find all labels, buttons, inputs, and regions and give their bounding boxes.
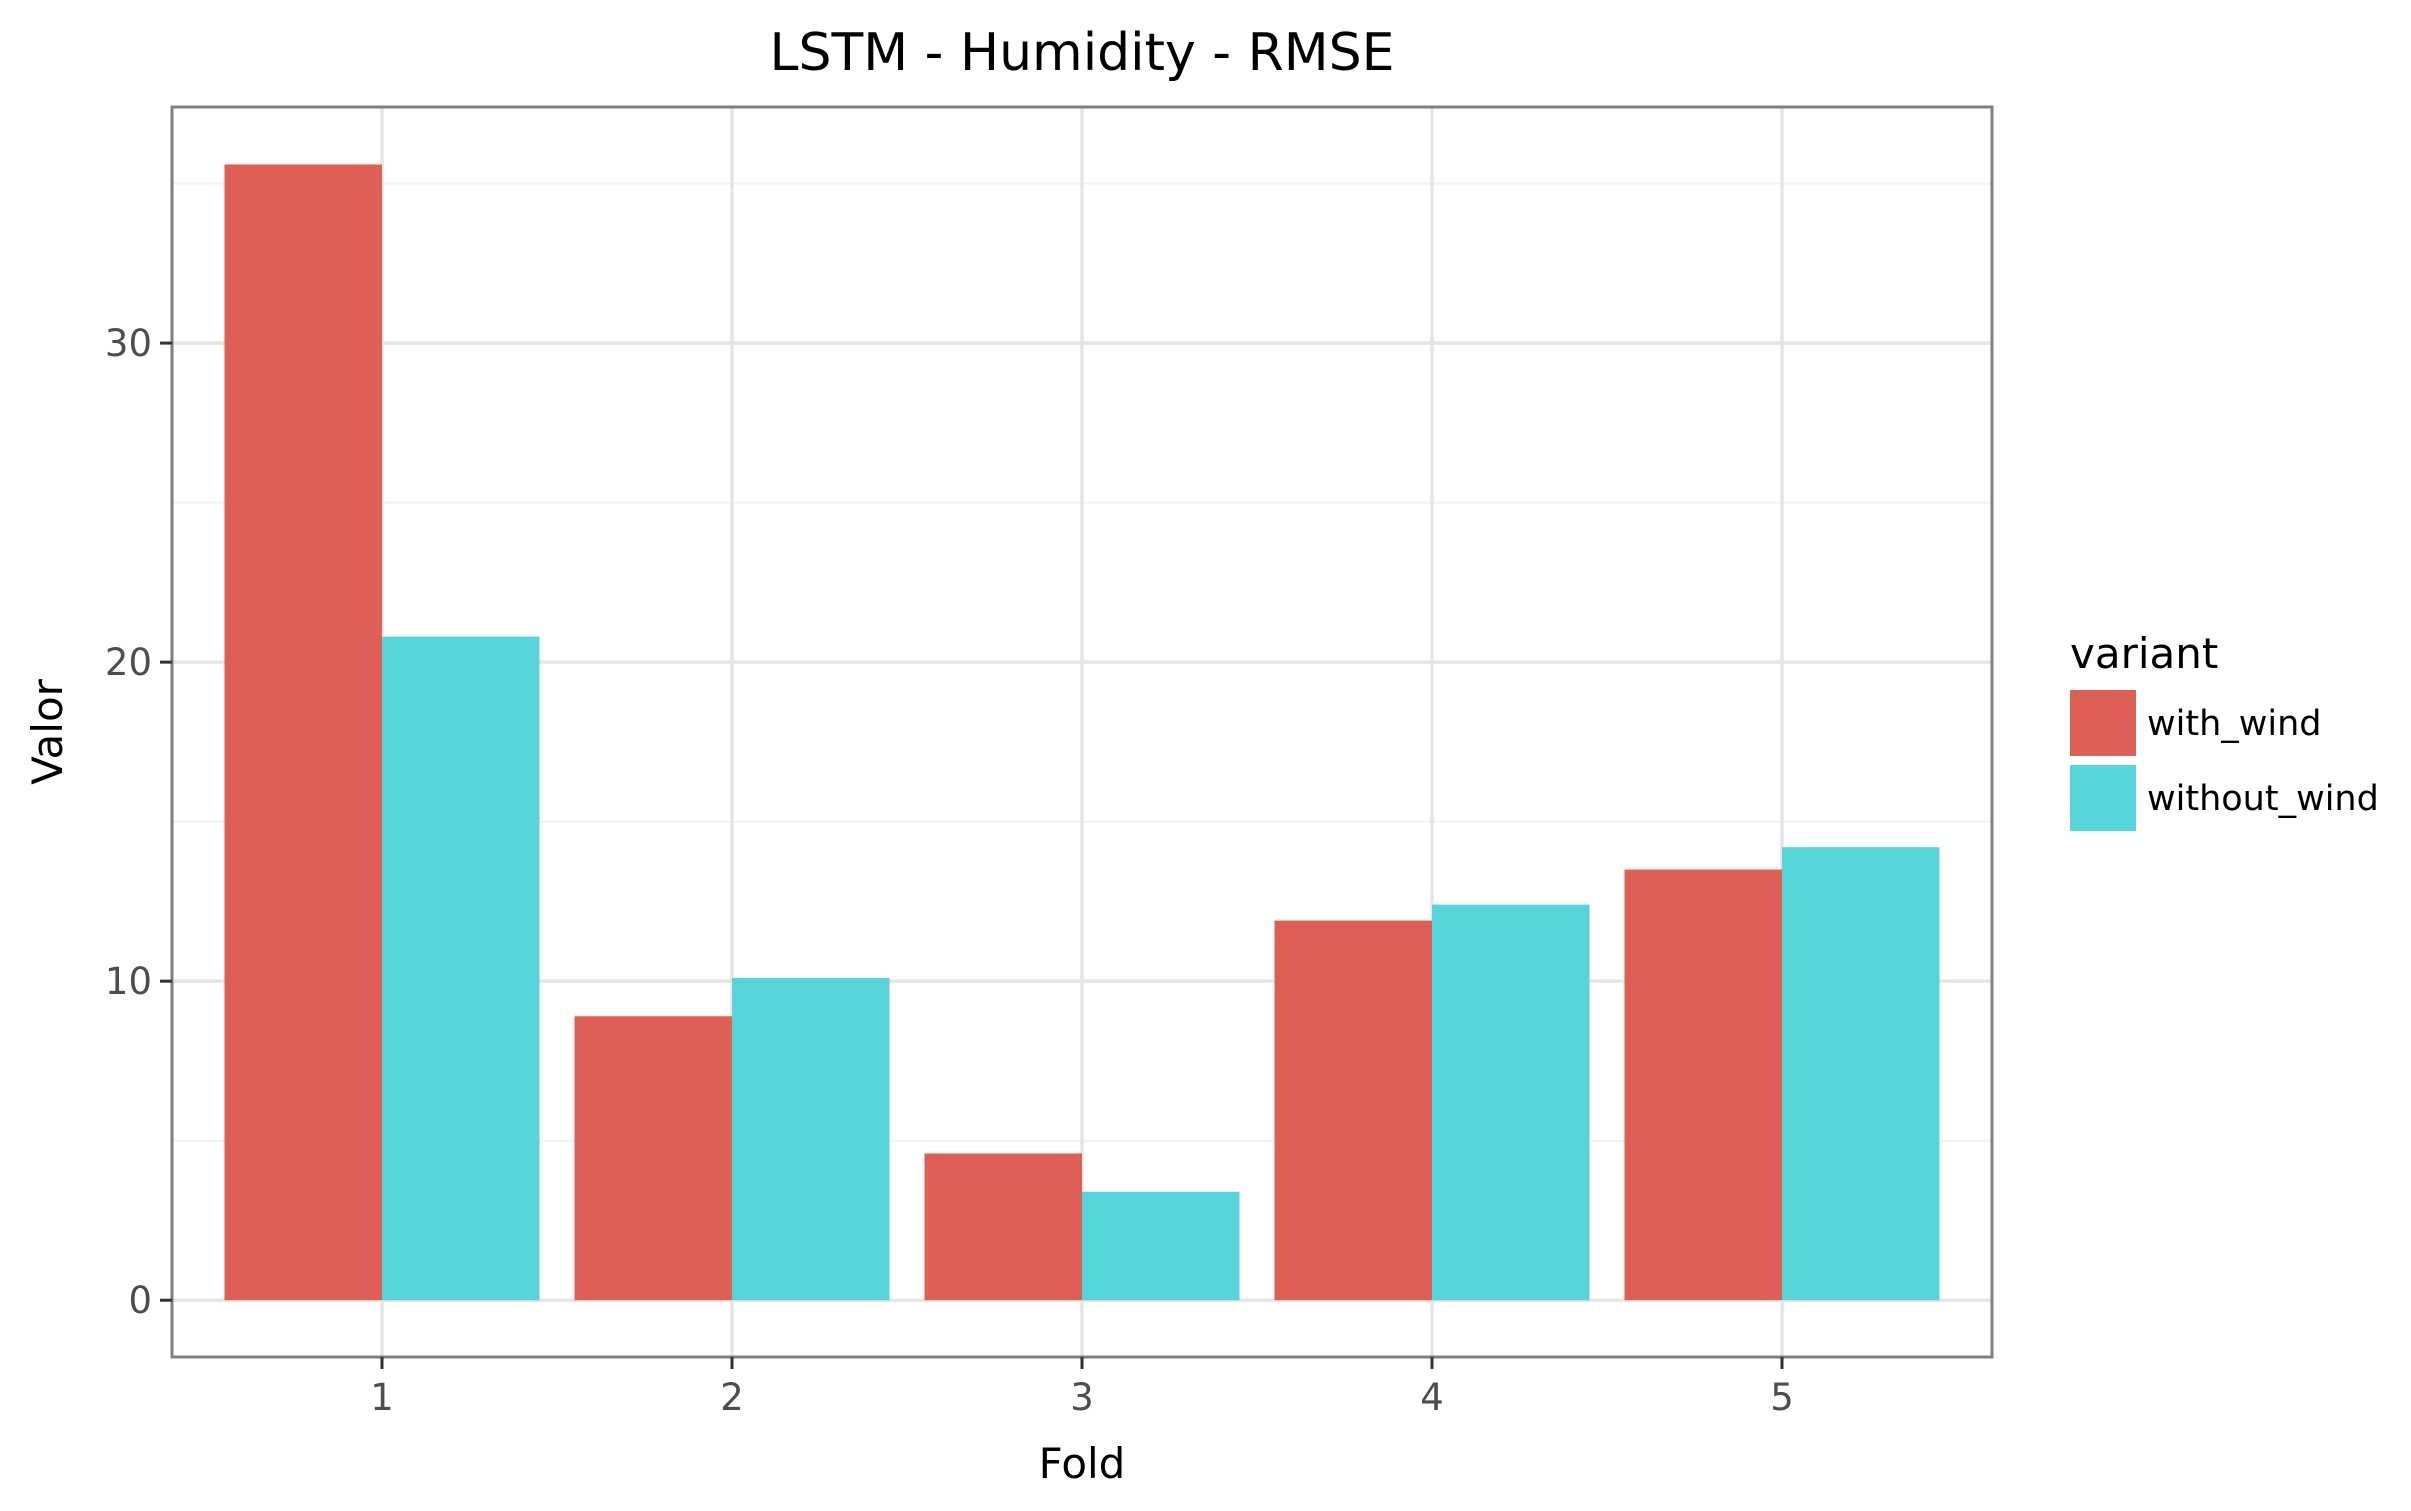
y-tick-label: 0: [128, 1279, 152, 1322]
y-tick-label: 30: [105, 322, 152, 365]
bar-without_wind-fold-1: [382, 636, 540, 1301]
legend-key-without_wind: [2070, 765, 2136, 831]
x-tick-label: 4: [1420, 1376, 1444, 1419]
legend-key-with_wind: [2070, 690, 2136, 756]
bars: [224, 164, 1940, 1301]
legend-label: without_wind: [2147, 779, 2379, 819]
legend-title: variant: [2070, 629, 2218, 678]
bar-with_wind-fold-1: [224, 164, 382, 1301]
chart-title: LSTM - Humidity - RMSE: [770, 23, 1395, 83]
bar-with_wind-fold-3: [924, 1153, 1082, 1301]
bar-without_wind-fold-5: [1782, 847, 1940, 1301]
bar-with_wind-fold-2: [574, 1016, 732, 1301]
y-axis-title: Valor: [23, 678, 72, 785]
bar-without_wind-fold-3: [1082, 1191, 1240, 1301]
y-tick-label: 10: [105, 960, 152, 1003]
y-tick-label: 20: [105, 641, 152, 684]
legend: variant with_wind without_wind: [2070, 629, 2379, 831]
y-axis: 0 10 20 30: [105, 322, 172, 1322]
legend-label: with_wind: [2147, 704, 2322, 744]
bar-with_wind-fold-5: [1624, 869, 1782, 1301]
x-tick-label: 3: [1070, 1376, 1094, 1419]
bar-without_wind-fold-2: [732, 977, 890, 1301]
x-axis: 1 2 3 4 5: [370, 1357, 1794, 1419]
x-tick-label: 1: [370, 1376, 394, 1419]
x-tick-label: 2: [720, 1376, 744, 1419]
x-tick-label: 5: [1770, 1376, 1794, 1419]
bar-with_wind-fold-4: [1274, 920, 1432, 1301]
x-axis-title: Fold: [1039, 1439, 1126, 1488]
bar-without_wind-fold-4: [1432, 904, 1590, 1301]
